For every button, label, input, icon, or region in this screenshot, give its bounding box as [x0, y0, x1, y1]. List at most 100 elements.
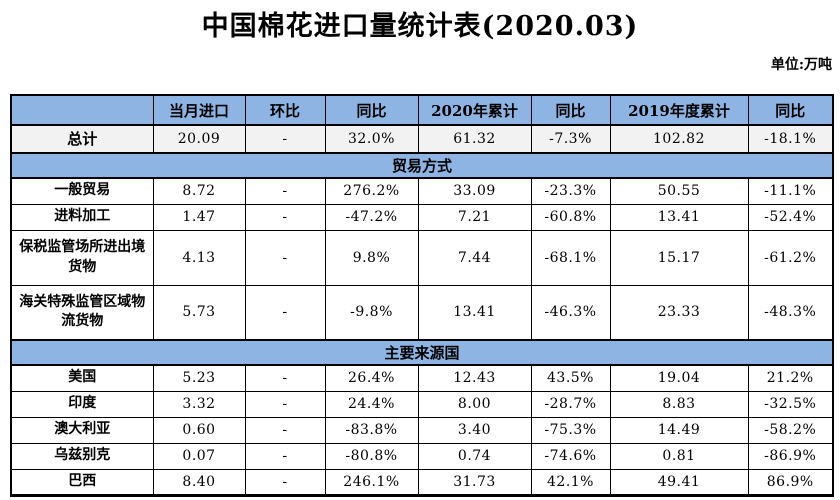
section-row-source-countries: 主要来源国 — [10, 339, 834, 366]
cell: -75.3% — [530, 416, 611, 444]
cell: -52.4% — [747, 203, 834, 231]
column-header-yoy: 同比 — [324, 94, 419, 126]
row-label: 海关特殊监管区域物流货物 — [10, 284, 154, 341]
row-label: 美国 — [10, 364, 154, 392]
cell: - — [244, 284, 326, 341]
cell: -86.9% — [747, 442, 834, 470]
table-row: 乌兹别克 0.07 - -80.8% 0.74 -74.6% 0.81 -86.… — [10, 442, 834, 470]
row-label: 进料加工 — [10, 203, 154, 231]
cell: -28.7% — [530, 390, 611, 418]
cell: -32.5% — [747, 390, 834, 418]
table-row: 进料加工 1.47 - -47.2% 7.21 -60.8% 13.41 -52… — [10, 203, 834, 231]
cell: -47.2% — [324, 203, 419, 231]
cell: -58.2% — [747, 416, 834, 444]
cell: 13.41 — [417, 284, 532, 341]
cell: 8.00 — [417, 390, 532, 418]
cell: 42.1% — [530, 468, 611, 496]
cell: 1.47 — [152, 203, 246, 231]
table-row: 保税监管场所进出境货物 4.13 - 9.8% 7.44 -68.1% 15.1… — [10, 229, 834, 286]
cell: 7.44 — [417, 229, 532, 286]
row-label: 总计 — [10, 124, 154, 154]
cell: 31.73 — [417, 468, 532, 496]
cell: - — [244, 468, 326, 496]
cell: 21.2% — [747, 364, 834, 392]
row-label: 澳大利亚 — [10, 416, 154, 444]
table-row: 海关特殊监管区域物流货物 5.73 - -9.8% 13.41 -46.3% 2… — [10, 284, 834, 341]
section-title: 贸易方式 — [10, 152, 834, 179]
cell: -74.6% — [530, 442, 611, 470]
cell: -7.3% — [530, 124, 611, 154]
column-header-yoy-3: 同比 — [747, 94, 834, 126]
row-label: 保税监管场所进出境货物 — [10, 229, 154, 286]
row-label: 印度 — [10, 390, 154, 418]
cell: -18.1% — [747, 124, 834, 154]
cell: 24.4% — [324, 390, 419, 418]
table-header-row: 当月进口 环比 同比 2020年累计 同比 2019年度累计 同比 — [10, 94, 834, 126]
cell: 3.40 — [417, 416, 532, 444]
cell: 26.4% — [324, 364, 419, 392]
table-row: 美国 5.23 - 26.4% 12.43 43.5% 19.04 21.2% — [10, 364, 834, 392]
table-row: 澳大利亚 0.60 - -83.8% 3.40 -75.3% 14.49 -58… — [10, 416, 834, 444]
row-label: 一般贸易 — [10, 177, 154, 205]
cell: - — [244, 124, 326, 154]
column-header-mom: 环比 — [244, 94, 326, 126]
cell: 5.23 — [152, 364, 246, 392]
cell: -9.8% — [324, 284, 419, 341]
cell: -11.1% — [747, 177, 834, 205]
table-row-total: 总计 20.09 - 32.0% 61.32 -7.3% 102.82 -18.… — [10, 124, 834, 154]
page-title: 中国棉花进口量统计表(2020.03) — [201, 11, 639, 42]
row-label: 乌兹别克 — [10, 442, 154, 470]
cell: 0.07 — [152, 442, 246, 470]
cell: 0.74 — [417, 442, 532, 470]
cell: - — [244, 390, 326, 418]
cell: 0.60 — [152, 416, 246, 444]
cell: 49.41 — [609, 468, 749, 496]
cell: 15.17 — [609, 229, 749, 286]
cell: 9.8% — [324, 229, 419, 286]
table-row: 一般贸易 8.72 - 276.2% 33.09 -23.3% 50.55 -1… — [10, 177, 834, 205]
cotton-import-stats-table: 当月进口 环比 同比 2020年累计 同比 2019年度累计 同比 总计 20.… — [10, 94, 834, 497]
section-row-trade-mode: 贸易方式 — [10, 152, 834, 179]
cell: - — [244, 416, 326, 444]
cell: 8.83 — [609, 390, 749, 418]
cell: 33.09 — [417, 177, 532, 205]
cell: 13.41 — [609, 203, 749, 231]
cell: 0.81 — [609, 442, 749, 470]
cell: 246.1% — [324, 468, 419, 496]
cell: 23.33 — [609, 284, 749, 341]
table-row: 印度 3.32 - 24.4% 8.00 -28.7% 8.83 -32.5% — [10, 390, 834, 418]
cell: 12.43 — [417, 364, 532, 392]
cell: 61.32 — [417, 124, 532, 154]
cell: 86.9% — [747, 468, 834, 496]
cell: 8.72 — [152, 177, 246, 205]
unit-note: 单位:万吨 — [770, 57, 832, 73]
cell: 19.04 — [609, 364, 749, 392]
cell: 276.2% — [324, 177, 419, 205]
cell: - — [244, 364, 326, 392]
cell: 32.0% — [324, 124, 419, 154]
cell: - — [244, 442, 326, 470]
cell: - — [244, 229, 326, 286]
cell: 20.09 — [152, 124, 246, 154]
row-label: 巴西 — [10, 468, 154, 496]
column-header-current-month: 当月进口 — [152, 94, 246, 126]
cell: 8.40 — [152, 468, 246, 496]
cell: -48.3% — [747, 284, 834, 341]
cell: 14.49 — [609, 416, 749, 444]
column-header-blank — [10, 94, 154, 126]
column-header-2019-annual: 2019年度累计 — [609, 94, 749, 126]
cell: - — [244, 203, 326, 231]
cell: 50.55 — [609, 177, 749, 205]
column-header-yoy-2: 同比 — [530, 94, 611, 126]
column-header-2020-cumulative: 2020年累计 — [417, 94, 532, 126]
cell: - — [244, 177, 326, 205]
cell: -68.1% — [530, 229, 611, 286]
cell: 7.21 — [417, 203, 532, 231]
cell: -60.8% — [530, 203, 611, 231]
table-row: 巴西 8.40 - 246.1% 31.73 42.1% 49.41 86.9% — [10, 468, 834, 496]
cell: -61.2% — [747, 229, 834, 286]
cell: 102.82 — [609, 124, 749, 154]
cell: -80.8% — [324, 442, 419, 470]
section-title: 主要来源国 — [10, 339, 834, 366]
